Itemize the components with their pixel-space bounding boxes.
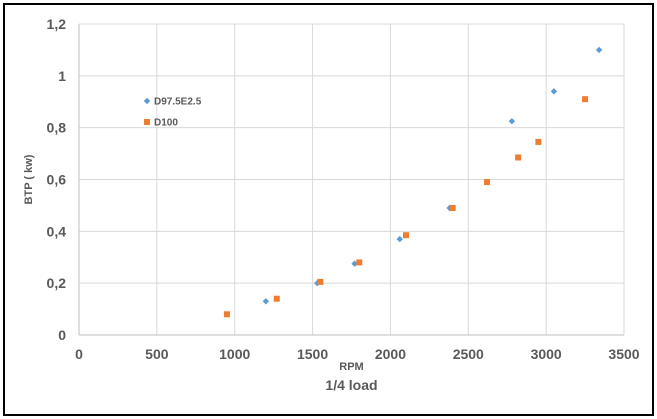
y-tick-label: 0 [58, 327, 66, 343]
x-tick-label: 2500 [453, 346, 484, 362]
scatter-chart: 0 500 1000 1500 2000 2500 3000 3500 0 0,2 0,4 0,6 0,… [23, 16, 640, 393]
data-points [223, 46, 603, 318]
chart-frame: 0 500 1000 1500 2000 2500 3000 3500 0 0,2 0,4 0,6 0,… [3, 3, 654, 416]
legend-label: D97.5E2.5 [154, 97, 202, 108]
d100-point [449, 205, 456, 212]
grid-lines [79, 23, 625, 335]
x-axis-title: RPM [339, 361, 363, 373]
legend: D97.5E2.5 D100 [143, 97, 202, 129]
d100-point [273, 295, 280, 302]
d97-5e2-5-point [508, 117, 516, 125]
d100-point [535, 138, 542, 145]
x-tick-label: 3500 [608, 346, 639, 362]
y-tick-label: 0,2 [47, 275, 67, 291]
d100-point [515, 154, 522, 161]
legend-marker [144, 119, 150, 125]
y-tick-label: 1 [58, 68, 66, 84]
y-tick-label: 1,2 [47, 16, 67, 32]
x-tick-label: 3000 [531, 346, 562, 362]
d100-point [582, 96, 589, 103]
d97-5e2-5-point [351, 260, 358, 267]
d100-point [317, 278, 324, 285]
d100-point [483, 179, 490, 186]
d100-point [356, 259, 363, 266]
tick-labels: 0 500 1000 1500 2000 2500 3000 3500 0 0,2 0,4 0,6 0,… [47, 16, 640, 362]
y-axis-title: BTP ( kw) [23, 154, 35, 204]
d97-5e2-5-point [396, 235, 403, 243]
x-tick-label: 0 [75, 346, 83, 362]
d97-5e2-5-point [550, 88, 558, 95]
legend-label: D100 [154, 118, 178, 129]
d97-5e2-5-point [262, 298, 270, 305]
d97-5e2-5-point [595, 46, 603, 54]
x-tick-label: 2000 [375, 346, 406, 362]
x-tick-label: 500 [145, 346, 169, 362]
y-tick-label: 0,6 [47, 172, 67, 188]
y-tick-label: 0,4 [47, 223, 67, 239]
axes [78, 24, 624, 336]
y-tick-label: 0,8 [47, 120, 67, 136]
x-tick-label: 1500 [297, 346, 328, 362]
x-tick-label: 1000 [219, 346, 250, 362]
d100-point [223, 311, 230, 318]
chart-subtitle: 1/4 load [325, 377, 377, 393]
legend-marker [143, 97, 151, 105]
d100-point [403, 232, 409, 239]
